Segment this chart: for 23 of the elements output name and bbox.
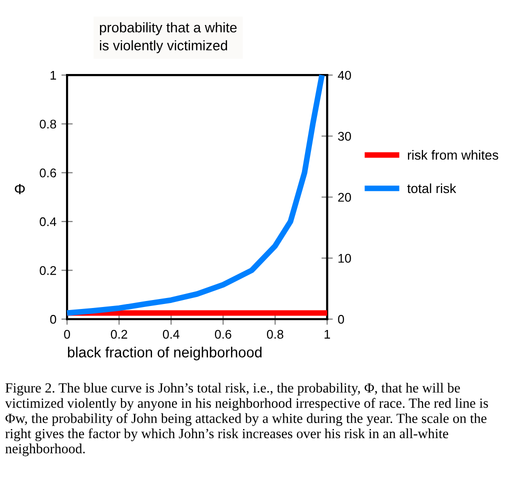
y2-tick-label: 0 (338, 314, 344, 324)
y-tick-label: 0 (50, 314, 56, 324)
y2-tick-label: 40 (338, 70, 351, 80)
y-tick-label: 0.8 (40, 120, 56, 129)
x-tick-label: 0.4 (162, 330, 180, 339)
legend-label: risk from whites (408, 150, 498, 160)
x-tick-label: 1 (324, 330, 330, 339)
y-tick-label: 0.2 (40, 266, 56, 275)
x-axis-title: black fraction of neighborhood (68, 346, 262, 360)
y2-tick-label: 20 (338, 192, 351, 202)
y2-tick-label: 10 (338, 254, 351, 263)
y-tick-label: 1 (50, 71, 56, 80)
y-axis-title: Φ (14, 184, 25, 194)
chart-title: probability that a white is violently victimized (100, 22, 237, 54)
x-tick-label: 0.6 (214, 330, 232, 339)
y-tick-label: 0.6 (40, 168, 56, 178)
x-tick-label: 0.2 (110, 330, 128, 339)
y-tick-label: 0.4 (40, 217, 56, 226)
x-tick-label: 0 (64, 330, 70, 339)
y2-tick-label: 30 (338, 132, 351, 141)
x-tick-label: 0.8 (266, 330, 284, 339)
legend-label: total risk (407, 183, 456, 194)
caption: Figure 2. The blue curve is John’s total risk, i.e., the probability, Φ, that he will be victimized violently by anyone in his neighborhood irrespective of race. The red line is Φw, the probability of John being attacked by a white during the year. The scale on the right gives the factor by which John’s risk increases over his risk in an all-white neighborhood. (5, 382, 488, 456)
